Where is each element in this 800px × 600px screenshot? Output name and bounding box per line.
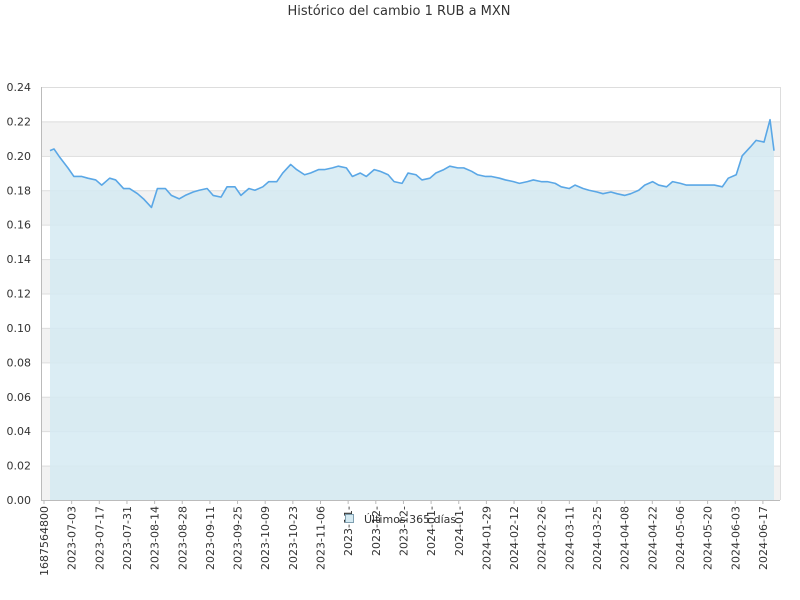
y-tick-label: 0.24 bbox=[7, 81, 32, 94]
x-axis-ticks: 1687564800 2023-07-03 2023-07-17 2023-07-31… bbox=[38, 500, 770, 576]
band-10 bbox=[41, 121, 780, 156]
axes bbox=[41, 87, 781, 501]
x-tick-label: 2024-02-26 bbox=[536, 506, 549, 570]
legend-swatch[interactable] bbox=[345, 514, 354, 523]
x-tick-label: 2023-07-31 bbox=[121, 506, 134, 570]
x-tick-label: 2024-04-08 bbox=[619, 506, 632, 570]
y-tick-label: 0.18 bbox=[7, 184, 32, 197]
line-layer bbox=[49, 118, 775, 209]
y-tick-label: 0.14 bbox=[7, 253, 32, 266]
x-tick-label: 2024-03-25 bbox=[591, 506, 604, 570]
x-tick-label: 2023-12- bbox=[370, 506, 383, 556]
x-tick-label: 2023-07-17 bbox=[93, 506, 106, 570]
y-tick-label: 0.00 bbox=[7, 494, 32, 507]
x-tick-label: 1687564800 bbox=[38, 506, 51, 576]
x-tick-label: 2023-08-14 bbox=[149, 506, 162, 570]
x-tick-label: 2024-02-12 bbox=[508, 506, 521, 570]
y-tick-label: 0.12 bbox=[7, 288, 32, 301]
y-tick-label: 0.06 bbox=[7, 391, 32, 404]
x-tick-label: 2024-01-29 bbox=[480, 506, 493, 570]
y-tick-label: 0.16 bbox=[7, 219, 32, 232]
x-tick-label: 2024-05-20 bbox=[702, 506, 715, 570]
x-tick-label: 2023-10-23 bbox=[287, 506, 300, 570]
chart-title: Histórico del cambio 1 RUB a MXN bbox=[287, 4, 510, 19]
y-tick-label: 0.20 bbox=[7, 150, 32, 163]
y-tick-label: 0.22 bbox=[7, 115, 32, 128]
y-tick-label: 0.08 bbox=[7, 356, 32, 369]
x-tick-label: 2023-12- bbox=[397, 506, 410, 556]
x-tick-label: 2023-11-06 bbox=[315, 506, 328, 570]
x-tick-label: 2024-05-06 bbox=[674, 506, 687, 570]
series-area bbox=[50, 119, 774, 500]
x-tick-label: 2023-07-03 bbox=[66, 506, 79, 570]
x-tick-label: 2024-01- bbox=[425, 506, 438, 556]
y-axis-ticks: 0.00 0.02 0.04 0.06 0.08 0.10 0.12 0.14 0.16 0.18… bbox=[7, 81, 32, 507]
legend[interactable]: Últimos 365 días bbox=[345, 513, 457, 526]
x-tick-label: 2024-06-17 bbox=[757, 506, 770, 570]
x-tick-label: 2023-10-09 bbox=[259, 506, 272, 570]
x-tick-label: 2024-06-03 bbox=[729, 506, 742, 570]
x-tick-label: 2024-01- bbox=[453, 506, 466, 556]
y-tick-label: 0.10 bbox=[7, 322, 32, 335]
x-tick-label: 2023-09-11 bbox=[204, 506, 217, 570]
area-layer bbox=[50, 119, 774, 500]
legend-label: Últimos 365 días bbox=[364, 513, 456, 526]
x-tick-label: 2023-09-25 bbox=[232, 506, 245, 570]
x-tick-label: 2024-04-22 bbox=[646, 506, 659, 570]
y-tick-label: 0.02 bbox=[7, 460, 32, 473]
x-tick-label: 2024-03-11 bbox=[563, 506, 576, 570]
y-tick-label: 0.04 bbox=[7, 425, 32, 438]
x-tick-label: 2023-08-28 bbox=[176, 506, 189, 570]
x-tick-label: 2023-11- bbox=[342, 506, 355, 556]
series-line bbox=[49, 118, 775, 209]
